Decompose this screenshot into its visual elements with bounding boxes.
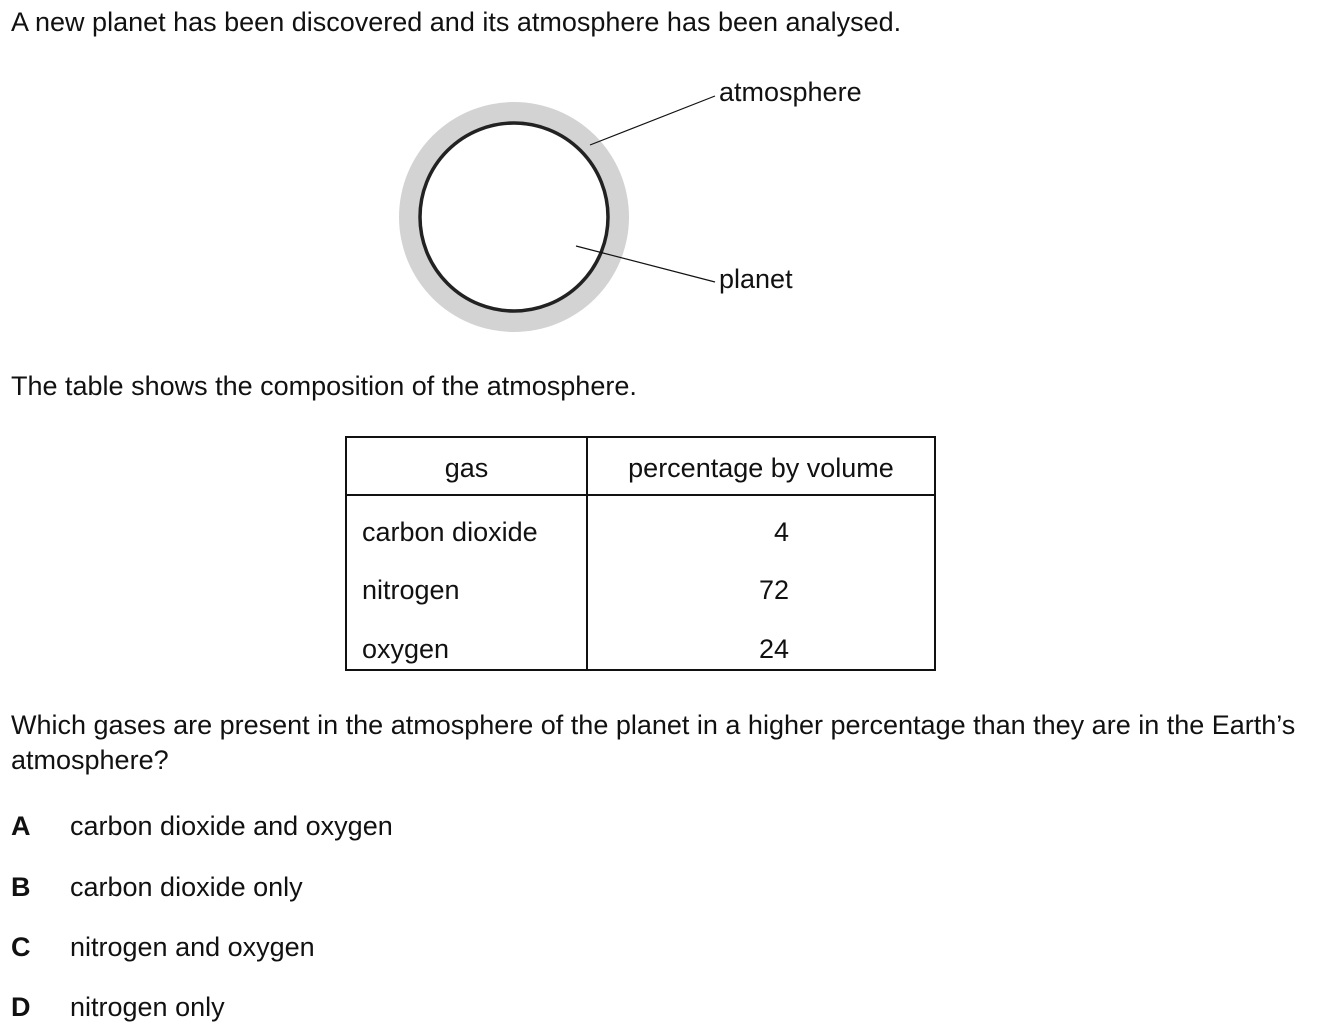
- planet-label: planet: [719, 264, 793, 294]
- table-cell-gas: carbon dioxide: [362, 517, 538, 547]
- option-text: nitrogen and oxygen: [70, 932, 315, 962]
- composition-table: gas percentage by volume carbon dioxide …: [345, 436, 936, 671]
- table-header-divider: [347, 494, 934, 496]
- planet-leader-line: [575, 245, 716, 283]
- planet-diagram-svg: [399, 95, 716, 332]
- table-cell-percentage: 24: [758, 634, 789, 664]
- table-column-divider: [586, 438, 588, 669]
- table-cell-gas: nitrogen: [362, 575, 460, 605]
- option-letter: B: [11, 872, 31, 902]
- option-text: carbon dioxide and oxygen: [70, 811, 393, 841]
- table-header-gas: gas: [444, 453, 489, 483]
- option-letter: D: [11, 992, 31, 1022]
- table-cell-gas: oxygen: [362, 634, 450, 664]
- option-letter: C: [11, 932, 31, 962]
- planet-circle: [418, 121, 610, 313]
- atmosphere-leader-line: [589, 95, 716, 146]
- option-text: carbon dioxide only: [70, 872, 303, 902]
- option-text: nitrogen only: [70, 992, 225, 1022]
- intro-text: A new planet has been discovered and its…: [11, 7, 902, 37]
- question-text: Which gases are present in the atmospher…: [11, 710, 1296, 775]
- table-intro-text: The table shows the composition of the a…: [11, 371, 637, 401]
- option-letter: A: [11, 811, 31, 841]
- table-header-percentage: percentage by volume: [628, 453, 894, 483]
- table-cell-percentage: 4: [773, 517, 789, 547]
- atmosphere-label: atmosphere: [719, 77, 862, 107]
- table-cell-percentage: 72: [758, 575, 789, 605]
- planet-diagram: atmosphere planet: [380, 70, 940, 350]
